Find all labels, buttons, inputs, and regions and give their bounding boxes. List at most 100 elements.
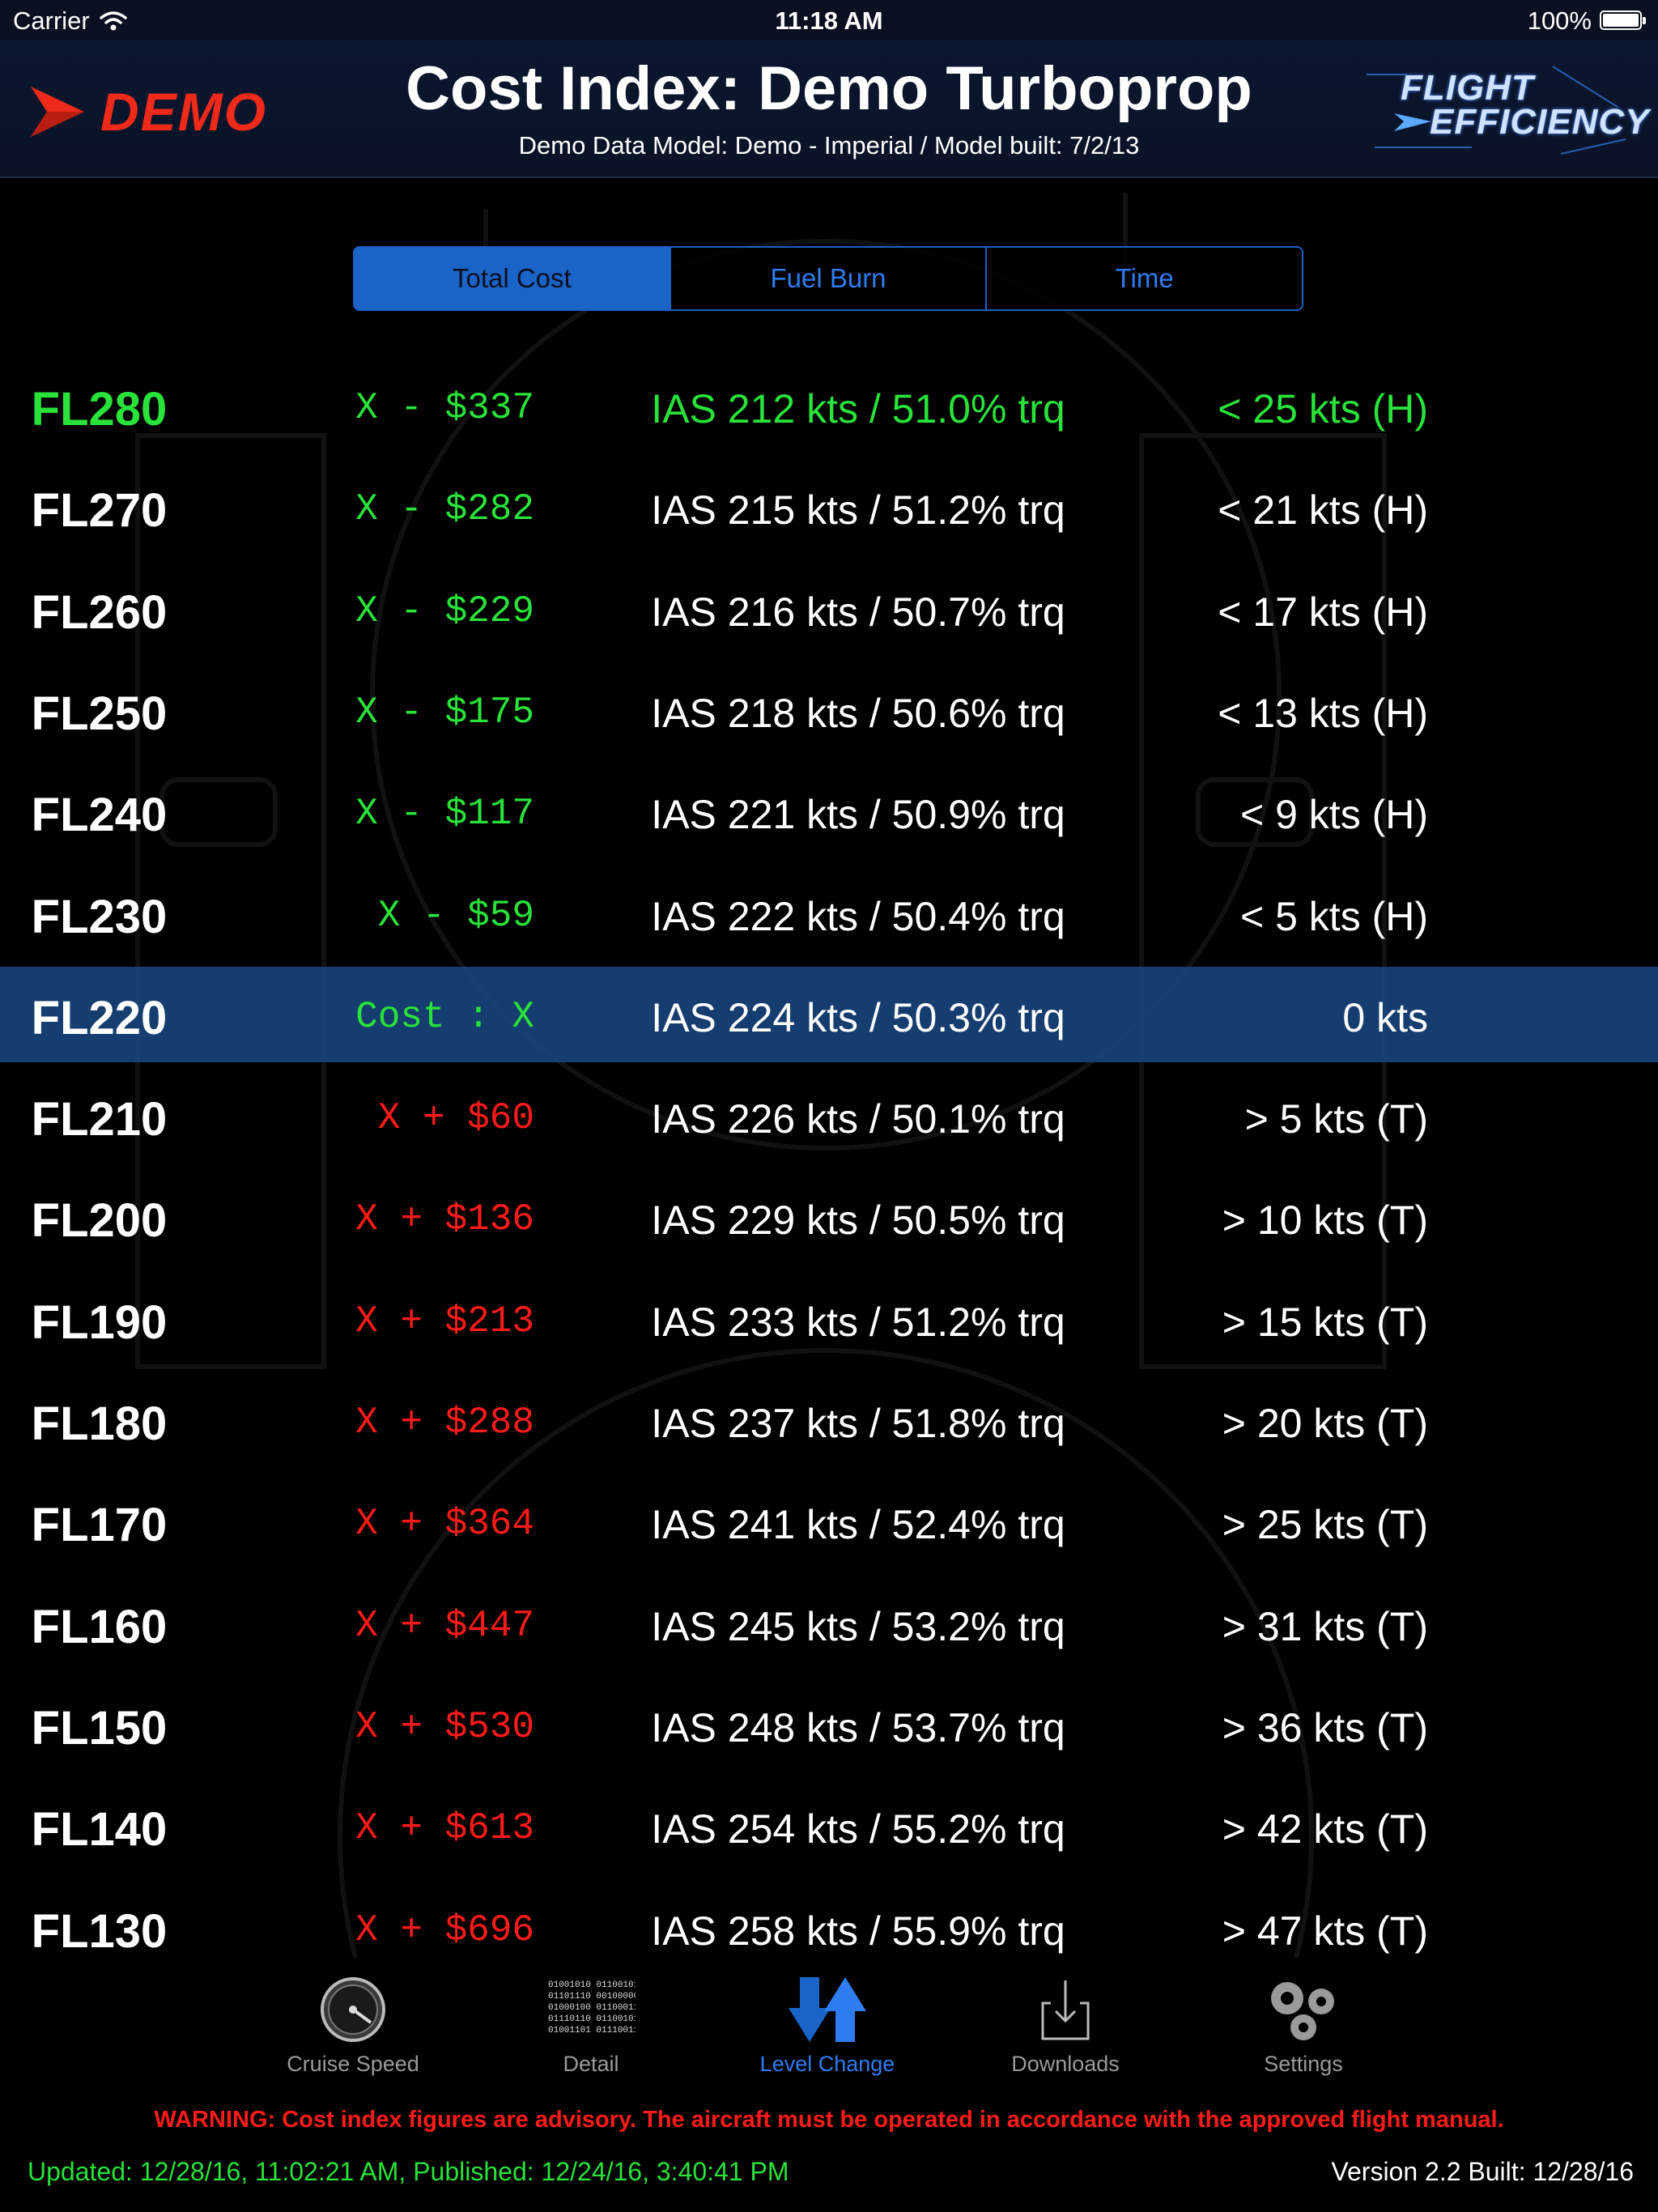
flight-level-row[interactable]: FL170 X + $364 IAS 241 kts / 52.4% trq > 25… — [0, 1474, 1658, 1569]
ias-torque: IAS 229 kts / 50.5% trq — [651, 1197, 1065, 1244]
tab-cruise-speed[interactable]: Cruise Speed — [256, 1967, 450, 2081]
cost-delta: Cost : X — [355, 995, 534, 1038]
flight-level-row[interactable]: FL150 X + $530 IAS 248 kts / 53.7% trq > 36… — [0, 1677, 1658, 1772]
header: DEMO Cost Index: Demo Turboprop Demo Dat… — [0, 40, 1658, 178]
battery-icon — [1600, 11, 1647, 32]
wind-component: < 5 kts (H) — [1240, 893, 1428, 939]
wind-component: < 17 kts (H) — [1218, 589, 1428, 635]
status-bar: Carrier 11:18 AM 100% — [0, 0, 1658, 40]
wind-component: > 36 kts (T) — [1222, 1704, 1428, 1750]
tab-label: Settings — [1264, 2052, 1343, 2076]
ias-torque: IAS 212 kts / 51.0% trq — [651, 386, 1065, 432]
demo-label: DEMO — [100, 82, 267, 142]
cost-delta: X + $213 — [355, 1300, 534, 1342]
page-title: Cost Index: Demo Turboprop — [406, 54, 1252, 123]
flight-level-row[interactable]: FL270 X - $282 IAS 215 kts / 51.2% trq < 21… — [0, 459, 1658, 555]
segment-fuel-burn[interactable]: Fuel Burn — [670, 248, 988, 309]
flight-level-label: FL240 — [31, 789, 168, 842]
flight-level-row[interactable]: FL280 X - $337 IAS 212 kts / 51.0% trq < 25… — [0, 358, 1658, 453]
cost-delta: X - $282 — [355, 488, 534, 531]
svg-text:01000100 01100011: 01000100 01100011 — [548, 2003, 636, 2013]
cost-delta: X - $59 — [377, 894, 534, 937]
flight-level-label: FL150 — [31, 1701, 168, 1755]
ias-torque: IAS 216 kts / 50.7% trq — [651, 589, 1065, 635]
flight-level-label: FL160 — [31, 1600, 168, 1653]
flight-level-label: FL190 — [31, 1295, 168, 1349]
status-left: Carrier — [13, 6, 127, 36]
demo-arrow-icon — [31, 87, 84, 137]
page-subtitle: Demo Data Model: Demo - Imperial / Model… — [518, 131, 1140, 160]
svg-text:01001010 01100101: 01001010 01100101 — [548, 1980, 636, 1990]
ias-torque: IAS 224 kts / 50.3% trq — [651, 994, 1065, 1040]
flight-level-label: FL220 — [31, 991, 168, 1044]
wind-component: > 10 kts (T) — [1222, 1197, 1428, 1244]
cost-delta: X + $60 — [377, 1097, 534, 1140]
ias-torque: IAS 222 kts / 50.4% trq — [651, 893, 1065, 939]
flight-level-row[interactable]: FL220 Cost : X IAS 224 kts / 50.3% trq 0 kt… — [0, 966, 1658, 1062]
tab-settings[interactable]: Settings — [1206, 1967, 1401, 2081]
flight-level-row[interactable]: FL250 X - $175 IAS 218 kts / 50.6% trq < 13… — [0, 662, 1658, 758]
tab-label: Detail — [563, 2052, 619, 2076]
wind-component: < 21 kts (H) — [1218, 487, 1428, 534]
demo-logo: DEMO — [29, 81, 267, 143]
flight-efficiency-logo: FLIGHT EFFICIENCY — [1358, 58, 1649, 164]
cost-delta: X + $136 — [355, 1198, 534, 1241]
flight-level-row[interactable]: FL140 X + $613 IAS 254 kts / 55.2% trq > 42… — [0, 1778, 1658, 1874]
flight-level-row[interactable]: FL200 X + $136 IAS 229 kts / 50.5% trq > 10… — [0, 1169, 1658, 1265]
ias-torque: IAS 221 kts / 50.9% trq — [651, 792, 1065, 838]
flight-level-row[interactable]: FL190 X + $213 IAS 233 kts / 51.2% trq > 15… — [0, 1271, 1658, 1367]
speedometer-icon — [321, 1977, 385, 2042]
wind-component: > 5 kts (T) — [1244, 1096, 1428, 1142]
flight-level-label: FL130 — [31, 1904, 168, 1958]
tab-detail[interactable]: 01001010 01100101 01101110 00100000 0100… — [494, 1967, 688, 2081]
flight-level-row[interactable]: FL230 X - $59 IAS 222 kts / 50.4% trq < 5 k… — [0, 866, 1658, 961]
ias-torque: IAS 215 kts / 51.2% trq — [651, 487, 1065, 534]
ias-torque: IAS 241 kts / 52.4% trq — [651, 1502, 1065, 1548]
flight-level-row[interactable]: FL260 X - $229 IAS 216 kts / 50.7% trq < 17… — [0, 561, 1658, 657]
segment-total-cost[interactable]: Total Cost — [355, 248, 671, 309]
wind-component: > 15 kts (T) — [1222, 1299, 1428, 1345]
cost-delta: X + $530 — [355, 1705, 534, 1748]
cost-delta: X - $175 — [355, 691, 534, 734]
flight-level-row[interactable]: FL210 X + $60 IAS 226 kts / 50.1% trq > 5 k… — [0, 1068, 1658, 1163]
cost-delta: X - $229 — [355, 589, 534, 632]
flight-level-label: FL180 — [31, 1397, 168, 1450]
cost-delta: X + $613 — [355, 1807, 534, 1850]
wind-component: < 13 kts (H) — [1218, 690, 1428, 736]
wind-component: < 9 kts (H) — [1240, 792, 1428, 838]
ias-torque: IAS 248 kts / 53.7% trq — [651, 1704, 1065, 1750]
flight-level-row[interactable]: FL160 X + $447 IAS 245 kts / 53.2% trq > 31… — [0, 1576, 1658, 1671]
wind-component: > 42 kts (T) — [1222, 1806, 1428, 1853]
carrier-label: Carrier — [13, 6, 90, 35]
version-label: Version 2.2 Built: 12/28/16 — [1331, 2157, 1634, 2186]
flight-level-label: FL200 — [31, 1194, 168, 1248]
tab-downloads[interactable]: Downloads — [968, 1967, 1163, 2081]
tab-label: Cruise Speed — [287, 2052, 419, 2076]
wifi-icon — [99, 11, 127, 31]
flight-level-row[interactable]: FL130 X + $696 IAS 258 kts / 55.9% trq > 47… — [0, 1880, 1658, 1976]
cost-mode-segmented-control: Total Cost Fuel Burn Time — [353, 246, 1303, 311]
tab-level-change[interactable]: Level Change — [730, 1967, 925, 2081]
tab-label: Level Change — [759, 2052, 895, 2076]
flight-level-label: FL170 — [31, 1499, 168, 1552]
battery-percent: 100% — [1527, 6, 1592, 35]
flight-level-label: FL230 — [31, 890, 168, 943]
flight-level-label: FL140 — [31, 1803, 168, 1857]
download-tray-icon — [1041, 1980, 1090, 2040]
up-down-arrows-icon — [789, 1977, 866, 2042]
wind-component: > 20 kts (T) — [1222, 1401, 1428, 1446]
cost-delta: X + $364 — [355, 1503, 534, 1546]
tab-bar: Cruise Speed 01001010 01100101 01101110 … — [0, 1967, 1658, 2081]
flight-level-row[interactable]: FL180 X + $288 IAS 237 kts / 51.8% trq > 20… — [0, 1372, 1658, 1468]
cost-delta: X - $117 — [355, 793, 534, 836]
status-time: 11:18 AM — [775, 6, 883, 35]
ias-torque: IAS 258 kts / 55.9% trq — [651, 1908, 1065, 1954]
ias-torque: IAS 245 kts / 53.2% trq — [651, 1603, 1065, 1649]
cost-delta: X + $288 — [355, 1402, 534, 1444]
flight-level-row[interactable]: FL240 X - $117 IAS 221 kts / 50.9% trq < 9 … — [0, 764, 1658, 859]
segment-time[interactable]: Time — [987, 248, 1302, 309]
ias-torque: IAS 254 kts / 55.2% trq — [651, 1806, 1065, 1853]
wind-component: < 25 kts (H) — [1218, 386, 1428, 432]
flight-level-label: FL210 — [31, 1093, 168, 1146]
svg-text:01110110 01100101: 01110110 01100101 — [548, 2014, 636, 2024]
